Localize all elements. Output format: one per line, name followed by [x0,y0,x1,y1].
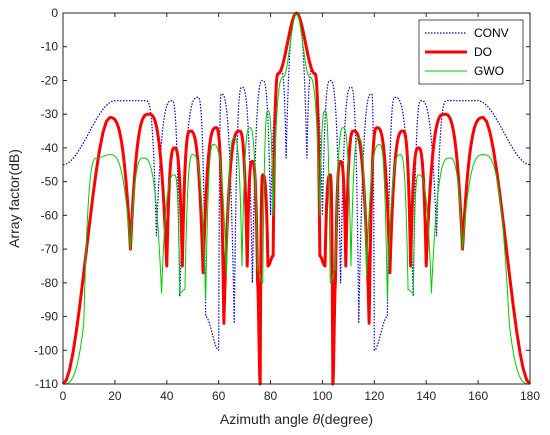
y-tick-label: -30 [41,107,59,121]
x-tick-label: 100 [312,389,332,403]
y-tick-label: -70 [41,242,59,256]
x-tick-label: 20 [108,389,122,403]
y-tick-label: -20 [41,73,59,87]
y-tick-label: -100 [34,343,58,357]
legend-label-conv: CONV [474,26,509,40]
x-tick-label: 60 [212,389,226,403]
y-tick-label: -10 [41,40,59,54]
y-axis-label: Array factor(dB) [6,149,22,248]
legend: CONV DO GWO [418,19,524,85]
legend-label-do: DO [474,45,492,59]
y-tick-label: -110 [35,377,58,391]
y-tick-label: -50 [41,175,59,189]
x-tick-label: 140 [416,389,436,403]
x-tick-label: 160 [468,389,488,403]
y-tick-label: 0 [51,6,58,20]
x-tick-label: 120 [364,389,384,403]
y-tick-label: -80 [41,276,59,290]
x-tick-label: 0 [60,389,67,403]
x-tick-label: 80 [264,389,278,403]
series-line-gwo [62,12,531,385]
y-tick-label: -90 [41,310,59,324]
x-tick-label: 180 [520,389,540,403]
y-tick-label: -60 [41,208,59,222]
y-tick-label: -40 [41,141,59,155]
legend-label-gwo: GWO [474,64,504,78]
x-axis-label: Azimuth angle θ(degree) [220,411,373,427]
axis-ticks: 0 20 40 60 80 100 120 140 160 180 0 -10 -20 -30 -40 -50… [34,6,540,403]
x-tick-label: 40 [160,389,174,403]
axes-box [62,12,531,385]
